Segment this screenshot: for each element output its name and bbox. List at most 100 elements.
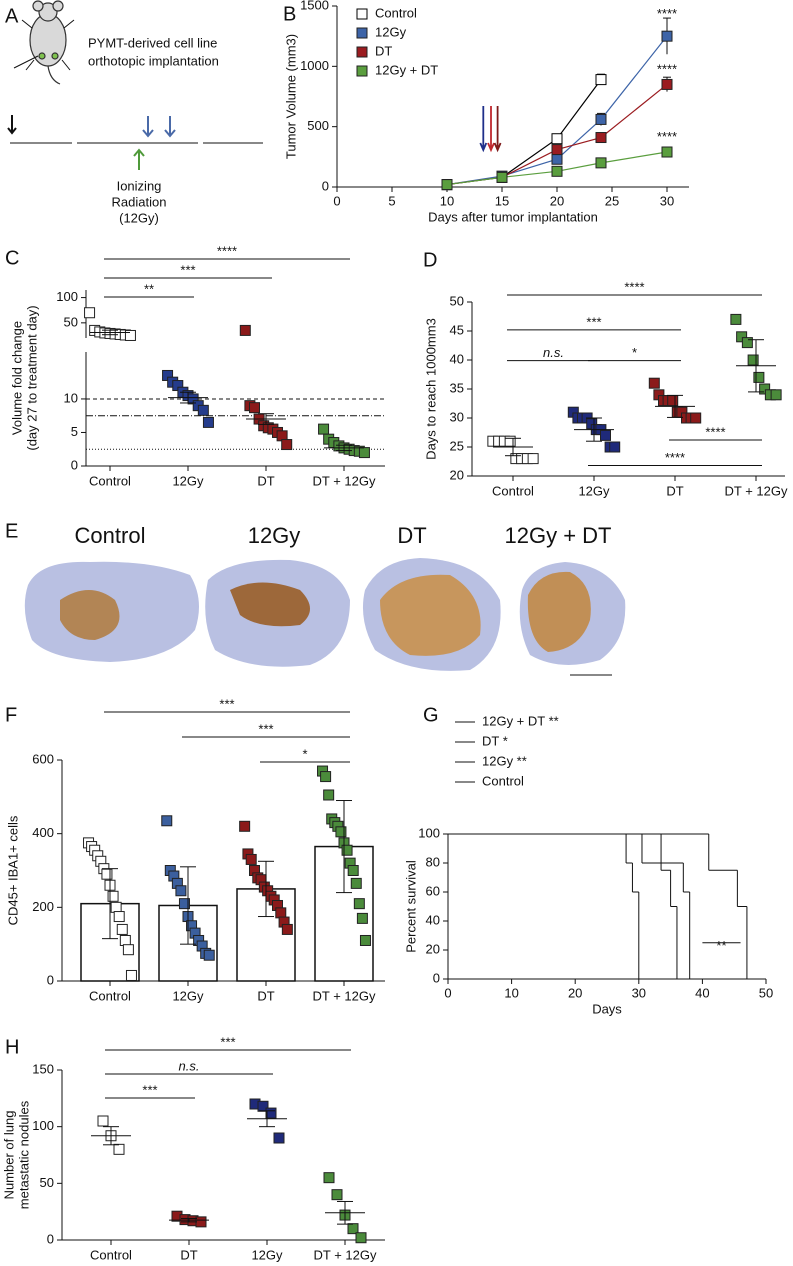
treatment-arrow [487, 106, 495, 153]
data-point [667, 395, 679, 407]
y-axis-label: metastatic nodules [16, 1100, 31, 1209]
data-point [331, 1189, 343, 1201]
data-point [648, 377, 660, 389]
image-title: DT [397, 523, 426, 548]
data-point [730, 313, 742, 325]
panel-letter: D [423, 249, 437, 271]
y-axis-label: Percent survival [403, 860, 418, 953]
data-point [107, 890, 119, 902]
data-point [770, 389, 782, 401]
legend-label: 12Gy ** [482, 753, 527, 768]
legend-label: DT * [482, 733, 508, 748]
y-tick-label: 10 [64, 390, 78, 405]
data-point [239, 324, 251, 336]
y-tick-label: 40 [426, 912, 440, 927]
data-point [175, 885, 187, 897]
x-tick-label: Control [89, 988, 131, 1003]
data-point [356, 912, 368, 924]
y-tick-label: 5 [71, 424, 78, 439]
legend-marker [356, 8, 368, 20]
significance-label: *** [180, 262, 195, 277]
x-tick-label: 0 [444, 985, 451, 1000]
data-point [741, 337, 753, 349]
panel-letter: C [5, 247, 19, 269]
marker [441, 179, 453, 191]
significance-label: *** [258, 721, 273, 736]
panel-letter: G [423, 704, 439, 726]
significance-label: * [302, 746, 307, 761]
x-tick-label: Control [89, 473, 131, 488]
data-point [341, 844, 353, 856]
y-tick-label: 35 [450, 380, 464, 395]
panel-letter: B [283, 3, 296, 25]
y-tick-label: 30 [450, 409, 464, 424]
panel-letter: F [5, 704, 17, 726]
y-tick-label: 1000 [300, 58, 329, 73]
marker [551, 144, 563, 156]
y-tick-label: 100 [56, 289, 78, 304]
annotation: **** [657, 129, 677, 144]
significance-label: **** [217, 243, 237, 258]
y-tick-label: 0 [71, 457, 78, 472]
data-point [113, 911, 125, 923]
data-point [125, 969, 137, 981]
data-point [97, 1115, 109, 1127]
marker [661, 146, 673, 158]
y-axis-label: Number of lung [1, 1111, 16, 1200]
data-point [323, 1172, 335, 1184]
y-tick-label: 400 [32, 825, 54, 840]
y-tick-label: 100 [32, 1118, 54, 1133]
data-point [281, 923, 293, 935]
panel-a: A PYMT-derived cell line orthotopic impl… [5, 0, 263, 225]
data-point [736, 331, 748, 343]
data-point [335, 826, 347, 838]
marker [595, 113, 607, 125]
radiation-label: (12Gy) [119, 210, 159, 225]
x-tick-label: DT [666, 483, 683, 498]
x-tick-label: 30 [660, 193, 674, 208]
data-point [245, 853, 257, 865]
x-axis-label: Days [592, 1001, 622, 1016]
data-point [124, 329, 136, 341]
image-title: Control [75, 523, 146, 548]
significance-label: *** [142, 1082, 157, 1097]
significance-label: * [632, 345, 637, 360]
description: orthotopic implantation [88, 53, 219, 68]
image-title: 12Gy + DT [505, 523, 612, 548]
data-point [161, 815, 173, 827]
y-tick-label: 600 [32, 751, 54, 766]
data-point [122, 944, 134, 956]
data-point [323, 789, 335, 801]
legend-label: 12Gy + DT [375, 62, 438, 77]
data-point [273, 1132, 285, 1144]
significance-label: **** [665, 450, 685, 465]
y-axis-label: CD45+ IBA1+ cells [5, 815, 20, 925]
y-tick-label: 20 [450, 467, 464, 482]
x-tick-label: 40 [695, 985, 709, 1000]
data-point [239, 820, 251, 832]
y-axis-label: Tumor Volume (mm3) [283, 34, 298, 159]
y-tick-label: 150 [32, 1061, 54, 1076]
description: PYMT-derived cell line [88, 35, 217, 50]
timeline-arrows [7, 115, 176, 170]
data-point [119, 934, 131, 946]
significance-label: *** [220, 1034, 235, 1049]
marker [551, 133, 563, 145]
data-point [281, 439, 293, 451]
x-tick-label: 20 [568, 985, 582, 1000]
data-point [249, 402, 260, 414]
x-tick-label: 50 [759, 985, 773, 1000]
data-point [318, 423, 330, 435]
legend-marker [356, 27, 368, 39]
y-tick-label: 0 [47, 972, 54, 987]
x-tick-label: 30 [632, 985, 646, 1000]
x-tick-label: DT + 12Gy [313, 988, 376, 1003]
y-tick-label: 50 [64, 314, 78, 329]
x-tick-label: 20 [550, 193, 564, 208]
marker [551, 153, 563, 165]
x-tick-label: 0 [333, 193, 340, 208]
legend-marker [356, 65, 368, 77]
x-tick-label: 12Gy [172, 988, 204, 1003]
data-point [275, 907, 287, 919]
